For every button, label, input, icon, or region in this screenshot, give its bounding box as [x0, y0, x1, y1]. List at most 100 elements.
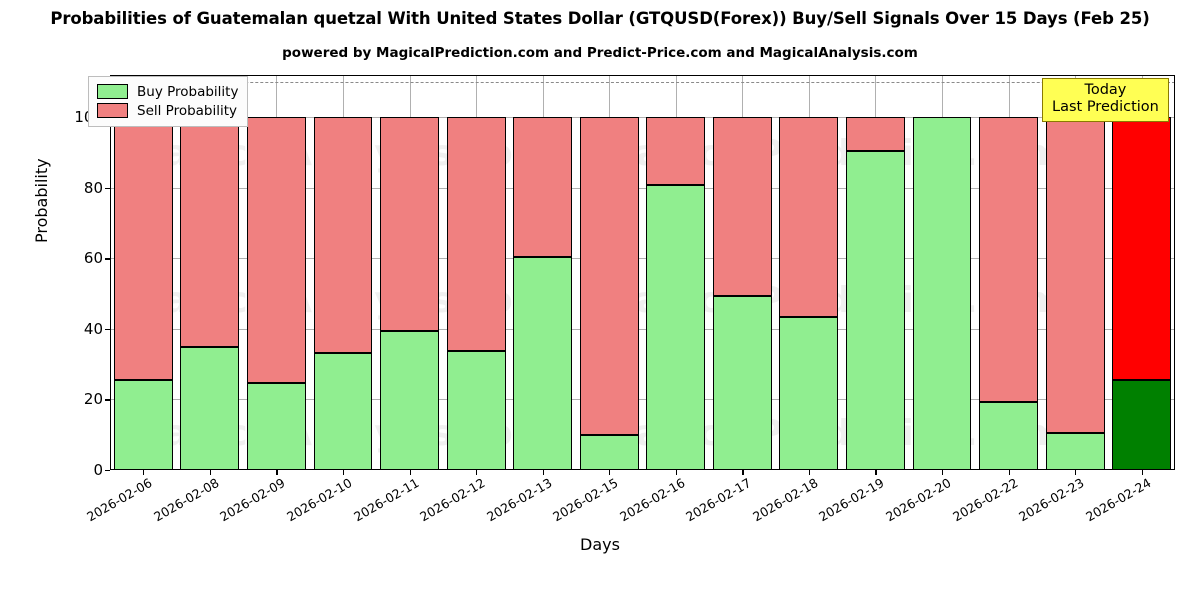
legend-swatch-sell	[97, 103, 128, 118]
x-tick-mark	[143, 470, 145, 475]
y-tick-mark	[105, 328, 110, 331]
x-tick-mark	[1008, 470, 1010, 475]
chart-title: Probabilities of Guatemalan quetzal With…	[50, 9, 1150, 28]
bar-group[interactable]	[846, 75, 905, 470]
bar-segment-buy[interactable]	[313, 352, 373, 470]
bar-segment-sell[interactable]	[246, 117, 306, 384]
bar-segment-sell[interactable]	[380, 117, 439, 331]
x-tick-mark	[276, 470, 278, 475]
bar-segment-buy[interactable]	[180, 347, 240, 470]
bar-group[interactable]	[180, 75, 240, 470]
plot-area: MagicalAnalysis.comMagicalPrediction.com…	[32, 75, 1175, 524]
x-tick-mark	[742, 470, 744, 475]
bar-segment-sell[interactable]	[846, 117, 905, 151]
gridline-y-40	[110, 328, 1175, 330]
bar-group[interactable]	[446, 75, 506, 470]
bar-segment-buy[interactable]	[579, 435, 639, 470]
gridline-y-100	[110, 117, 1175, 119]
y-tick-mark	[105, 187, 110, 190]
bar-segment-sell[interactable]	[979, 117, 1039, 402]
x-tick-mark	[409, 470, 411, 475]
today-annotation-line1: Today	[1084, 82, 1127, 98]
x-tick-mark	[476, 470, 478, 475]
legend-label-sell: Sell Probability	[137, 102, 238, 119]
y-tick-mark	[105, 470, 110, 472]
x-tick-mark	[609, 470, 611, 475]
bar-group[interactable]	[113, 75, 173, 470]
bar-segment-sell[interactable]	[779, 117, 839, 317]
gridline-y-80	[110, 187, 1175, 189]
x-tick-mark	[209, 470, 212, 475]
bar-segment-sell[interactable]	[646, 117, 706, 185]
bar-segment-buy[interactable]	[380, 330, 439, 470]
bar-segment-buy[interactable]	[113, 380, 173, 470]
today-annotation: Today Last Prediction	[1042, 78, 1169, 123]
x-tick-mark	[1075, 470, 1077, 475]
bar-group[interactable]	[380, 75, 439, 470]
y-tick-label-80: 80	[83, 178, 103, 197]
bar-segment-sell[interactable]	[579, 117, 639, 436]
bar-segment-sell[interactable]	[113, 117, 173, 381]
bar-segment-sell[interactable]	[1045, 117, 1105, 434]
y-tick-mark	[105, 258, 110, 260]
bar-group[interactable]	[779, 75, 839, 470]
bar-segment-buy[interactable]	[246, 383, 306, 470]
y-tick-label-20: 20	[83, 390, 103, 409]
bar-segment-buy[interactable]	[912, 117, 972, 470]
bar-group[interactable]	[1112, 75, 1172, 470]
bar-segment-sell[interactable]	[513, 117, 573, 257]
y-axis-label: Probability	[32, 158, 51, 243]
x-tick-mark	[542, 470, 544, 475]
bar-group[interactable]	[579, 75, 639, 470]
bar-group[interactable]	[1045, 75, 1105, 470]
reference-line	[110, 82, 1175, 84]
chart-legend: Buy Probability Sell Probability	[88, 76, 249, 127]
plot-right-border	[1173, 75, 1175, 470]
y-tick-label-60: 60	[83, 249, 103, 268]
bar-segment-buy[interactable]	[979, 401, 1039, 470]
legend-swatch-buy	[97, 84, 128, 99]
y-tick-label-0: 0	[93, 461, 103, 479]
x-axis-label: Days	[580, 535, 620, 554]
legend-item-buy: Buy Probability	[97, 82, 238, 101]
bar-segment-sell[interactable]	[446, 117, 506, 351]
bar-segment-sell[interactable]	[712, 117, 772, 297]
y-axis-line	[110, 75, 112, 470]
bar-group[interactable]	[513, 75, 573, 470]
today-annotation-line2: Last Prediction	[1052, 99, 1159, 116]
bar-group[interactable]	[246, 75, 306, 470]
gridline-y-60	[110, 258, 1175, 260]
gridline-y-20	[110, 399, 1175, 401]
x-tick-mark	[808, 470, 811, 475]
x-tick-mark	[875, 470, 877, 475]
bar-group[interactable]	[313, 75, 373, 470]
bar-segment-sell[interactable]	[180, 117, 240, 348]
bar-segment-buy[interactable]	[1112, 380, 1172, 470]
bar-segment-buy[interactable]	[779, 316, 839, 470]
bar-segment-buy[interactable]	[446, 350, 506, 470]
x-tick-mark	[942, 470, 944, 475]
bar-segment-sell[interactable]	[313, 117, 373, 353]
bar-segment-buy[interactable]	[646, 184, 706, 470]
plot-top-border	[110, 75, 1175, 77]
y-tick-mark	[105, 399, 110, 401]
plot-inner: MagicalAnalysis.comMagicalPrediction.com…	[32, 75, 1175, 524]
bar-group[interactable]	[646, 75, 706, 470]
x-axis-line	[110, 468, 1175, 470]
bar-group[interactable]	[712, 75, 772, 470]
chart-subtitle: powered by MagicalPrediction.com and Pre…	[282, 45, 918, 61]
bar-group[interactable]	[979, 75, 1039, 470]
bar-segment-buy[interactable]	[513, 256, 573, 470]
x-tick-mark	[342, 470, 345, 475]
bar-segment-buy[interactable]	[846, 150, 905, 470]
bar-group[interactable]	[912, 75, 972, 470]
x-tick-mark	[1141, 470, 1143, 475]
bar-segment-buy[interactable]	[1045, 433, 1105, 470]
bar-segment-buy[interactable]	[712, 296, 772, 470]
bar-segment-sell[interactable]	[1112, 117, 1172, 381]
x-tick-mark	[675, 470, 677, 475]
legend-label-buy: Buy Probability	[137, 83, 239, 100]
legend-item-sell: Sell Probability	[97, 101, 238, 120]
y-tick-label-40: 40	[83, 319, 103, 338]
